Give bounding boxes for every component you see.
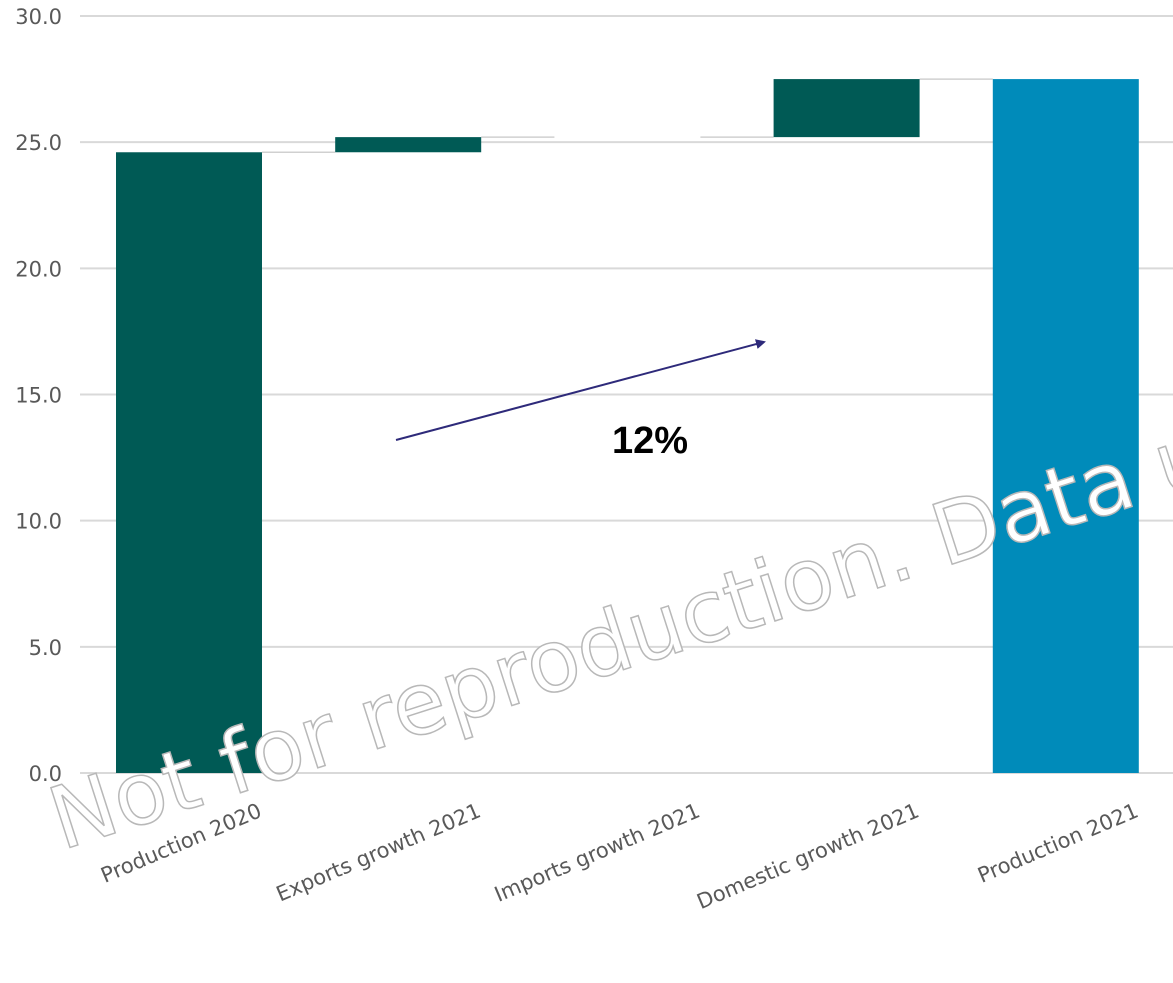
bar-layer bbox=[116, 79, 1139, 774]
y-tick-label: 20.0 bbox=[15, 257, 62, 281]
annotation-layer: 12% bbox=[395, 339, 766, 462]
connector-layer bbox=[262, 78, 993, 154]
x-tick-label: Production 2021 bbox=[974, 799, 1142, 888]
y-tick-label: 25.0 bbox=[15, 131, 62, 155]
y-tick-label: 10.0 bbox=[15, 510, 62, 534]
bar-exports-growth-2021 bbox=[335, 137, 482, 153]
bar-domestic-growth-2021 bbox=[773, 79, 920, 138]
grid-layer bbox=[80, 15, 1173, 774]
y-tick-label: 0.0 bbox=[29, 762, 62, 786]
growth-annotation-label: 12% bbox=[612, 420, 688, 462]
y-tick-label: 5.0 bbox=[29, 636, 62, 660]
x-tick-label: Domestic growth 2021 bbox=[693, 799, 922, 914]
x-tick-label: Imports growth 2021 bbox=[491, 799, 703, 907]
bar-production-2021 bbox=[992, 79, 1139, 774]
x-tick-label: Exports growth 2021 bbox=[273, 799, 484, 907]
bar-production-2020 bbox=[116, 152, 262, 773]
y-tick-label: 15.0 bbox=[15, 384, 62, 408]
y-tick-label: 30.0 bbox=[15, 5, 62, 29]
trend-arrow bbox=[395, 339, 766, 441]
